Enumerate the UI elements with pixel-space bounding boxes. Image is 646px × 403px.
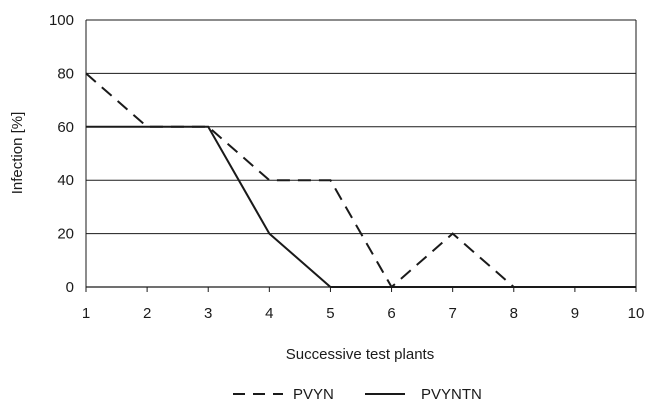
y-tick-label-20: 20 <box>57 226 74 243</box>
x-tick-label-7: 7 <box>448 305 456 322</box>
legend: PVYN PVYNTN <box>233 386 482 403</box>
x-tick-label-8: 8 <box>510 305 518 322</box>
axes <box>85 20 637 292</box>
series-lines <box>85 72 636 289</box>
x-tick-label-1: 1 <box>82 305 90 322</box>
y-tick-label-60: 60 <box>57 119 74 136</box>
x-tick-label-4: 4 <box>265 305 273 322</box>
x-tick-label-10: 10 <box>628 305 645 322</box>
legend-label-pvyn: PVYN <box>293 386 334 403</box>
y-tick-label-0: 0 <box>66 279 74 296</box>
x-tick-label-2: 2 <box>143 305 151 322</box>
y-tick-label-100: 100 <box>49 12 74 29</box>
series-line-pvyntn <box>86 125 636 288</box>
x-tick-label-5: 5 <box>326 305 334 322</box>
x-tick-label-3: 3 <box>204 305 212 322</box>
y-tick-label-80: 80 <box>57 65 74 82</box>
x-tick-label-6: 6 <box>387 305 395 322</box>
legend-label-pvyntn: PVYNTN <box>421 386 482 403</box>
tick-labels: 0 20 40 60 80 100 1 2 3 4 5 6 7 8 9 10 <box>49 12 644 322</box>
y-axis-label: Infection [%] <box>9 112 26 195</box>
x-tick-label-9: 9 <box>571 305 579 322</box>
y-tick-label-40: 40 <box>57 172 74 189</box>
x-axis-label: Successive test plants <box>286 346 434 363</box>
